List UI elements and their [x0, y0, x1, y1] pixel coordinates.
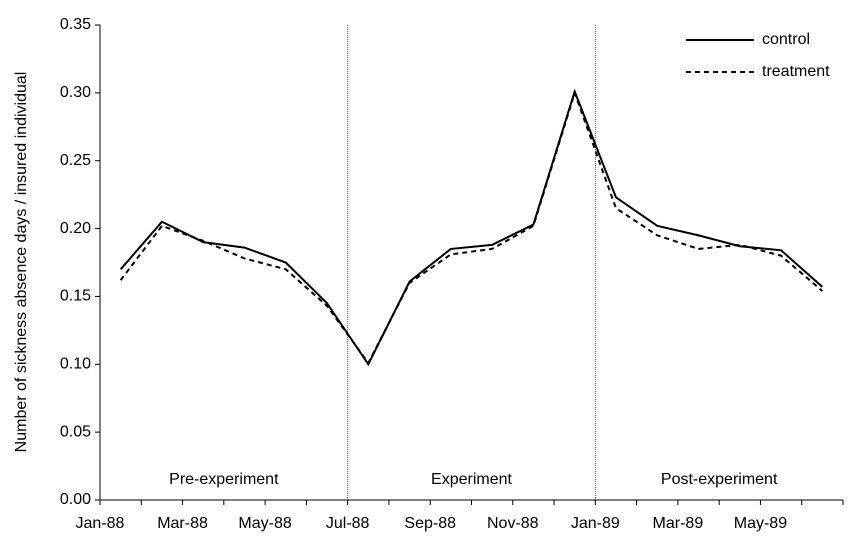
- legend-label: treatment: [762, 63, 830, 80]
- legend-label: control: [762, 31, 810, 48]
- phase-label: Post-experiment: [661, 471, 778, 488]
- series-line: [119, 88, 824, 367]
- y-tick-label: 0.15: [60, 288, 91, 305]
- x-tick-label: Mar-88: [157, 515, 208, 532]
- y-tick-label: 0.00: [60, 491, 91, 508]
- y-tick-label: 0.30: [60, 84, 91, 101]
- phase-label: Pre-experiment: [169, 471, 279, 488]
- x-tick-label: Jul-88: [326, 515, 370, 532]
- y-tick-label: 0.35: [60, 16, 91, 33]
- y-tick-label: 0.25: [60, 152, 91, 169]
- x-tick-label: Sep-88: [404, 515, 456, 532]
- series-line: [119, 89, 824, 365]
- y-tick-label: 0.10: [60, 356, 91, 373]
- x-tick-label: Jan-89: [571, 515, 620, 532]
- x-tick-label: May-89: [734, 515, 787, 532]
- x-tick-label: Mar-89: [653, 515, 704, 532]
- x-tick-label: Jan-88: [76, 515, 125, 532]
- phase-label: Experiment: [431, 471, 512, 488]
- y-tick-label: 0.05: [60, 423, 91, 440]
- y-axis-label: Number of sickness absence days / insure…: [13, 72, 30, 453]
- x-tick-label: May-88: [238, 515, 291, 532]
- x-tick-label: Nov-88: [487, 515, 539, 532]
- y-tick-label: 0.20: [60, 220, 91, 237]
